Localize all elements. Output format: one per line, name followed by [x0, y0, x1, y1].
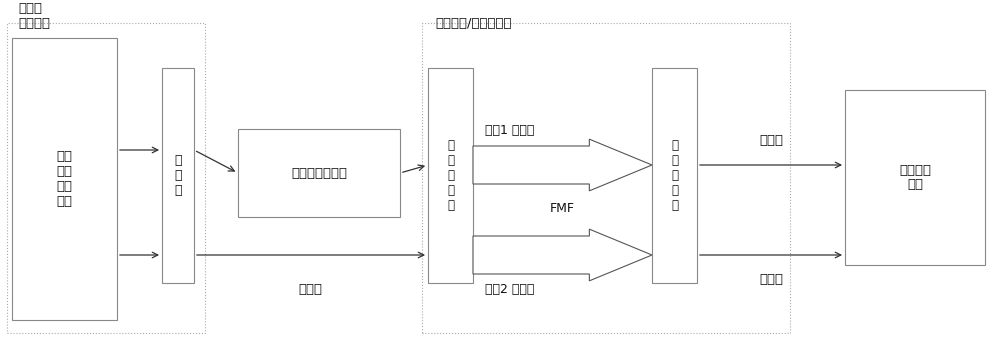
Text: 模分复用/解复用单元: 模分复用/解复用单元: [435, 17, 511, 30]
Text: 多波
长激
光器
阵列: 多波 长激 光器 阵列: [56, 150, 72, 208]
Polygon shape: [473, 139, 652, 191]
Text: 模式2 本振光: 模式2 本振光: [485, 283, 534, 296]
Text: 模
式
复
用
器: 模 式 复 用 器: [671, 139, 678, 212]
Bar: [7, 23, 205, 333]
Polygon shape: [473, 229, 652, 281]
Text: 本振光: 本振光: [759, 273, 783, 286]
Bar: [422, 23, 790, 333]
Text: 模式1 信号光: 模式1 信号光: [485, 124, 534, 137]
Text: FMF: FMF: [550, 202, 574, 214]
Bar: [238, 129, 400, 217]
Text: 模
式
复
用
器: 模 式 复 用 器: [447, 139, 454, 212]
Text: 信号光: 信号光: [759, 134, 783, 147]
Text: 光载波
输入单元: 光载波 输入单元: [18, 2, 50, 30]
Bar: [845, 90, 985, 265]
Bar: [652, 68, 697, 283]
Bar: [162, 68, 194, 283]
Text: 光信号调制单元: 光信号调制单元: [291, 166, 347, 180]
Text: 耦
合
器: 耦 合 器: [174, 154, 182, 197]
Text: 本振光: 本振光: [298, 283, 322, 296]
Bar: [428, 68, 473, 283]
Bar: [12, 38, 117, 320]
Text: 相干接收
单元: 相干接收 单元: [899, 164, 931, 191]
